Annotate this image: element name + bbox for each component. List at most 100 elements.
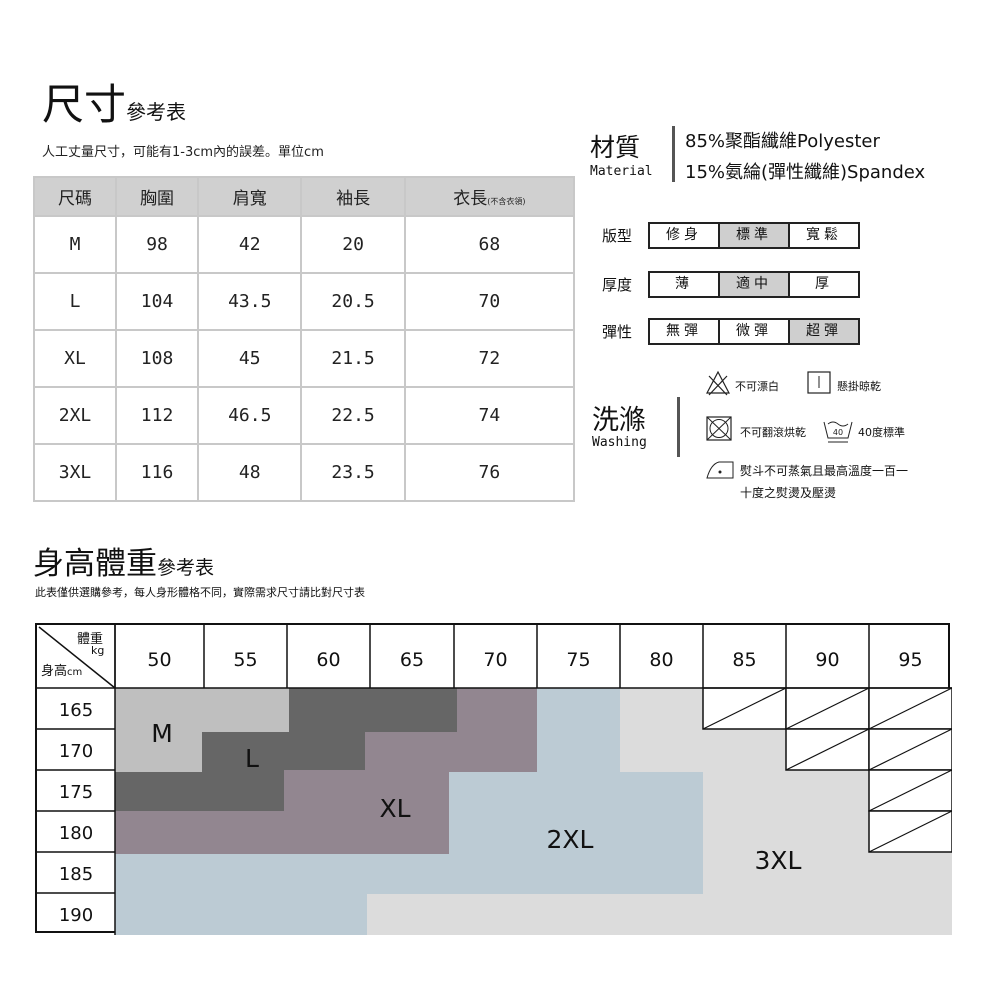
table-cell: 116 (115, 443, 200, 502)
iron-icon (706, 461, 734, 479)
table-cell: 22.5 (300, 386, 406, 445)
weight-label: 80 (649, 649, 673, 671)
table-row: 2XL 112 46.5 22.5 74 (32, 386, 576, 445)
size-table-header: 尺碼 胸圍 肩寬 袖長 衣長(不含衣領) (32, 176, 576, 217)
attribute-scale: 修身 標準 寬鬆 (648, 222, 860, 249)
hang-dry-label: 懸掛晾乾 (837, 380, 881, 393)
hatch-line (785, 687, 870, 730)
height-label: 175 (59, 782, 93, 803)
weight-label: 90 (815, 649, 839, 671)
table-cell: 20 (300, 215, 406, 274)
hatch-line (868, 728, 952, 771)
table-cell: XL (32, 329, 118, 388)
material-line-1: 85%聚酯纖維Polyester (685, 131, 880, 152)
weight-label: 50 (147, 649, 171, 671)
divider (677, 397, 680, 457)
table-cell: 72 (403, 329, 576, 388)
size-region-label: XL (379, 794, 410, 823)
table-row: L 104 43.5 20.5 70 (32, 272, 576, 331)
divider (672, 126, 675, 182)
no-tumble-dry-icon (706, 416, 732, 441)
height-weight-grid: 50 55 60 65 70 75 80 85 90 95 165 170 175 180 185 190 M L… (37, 625, 952, 935)
size-table: 尺碼 胸圍 肩寬 袖長 衣長(不含衣領) M 98 42 20 68 L 104 43.5 20… (32, 176, 576, 502)
no-bleach-label: 不可漂白 (735, 380, 779, 393)
size-region-label: L (245, 744, 259, 773)
attribute-option: 適中 (720, 273, 790, 296)
attribute-scale: 薄適中 厚 (648, 271, 860, 298)
table-cell: 70 (403, 272, 576, 331)
weight-label: 60 (316, 649, 340, 671)
table-cell: 21.5 (300, 329, 406, 388)
header-size: 尺碼 (32, 176, 118, 217)
wash-temp-label: 40度標準 (858, 426, 905, 439)
table-cell: 112 (115, 386, 200, 445)
material-title-en: Material (590, 164, 653, 179)
table-cell: 46.5 (197, 386, 303, 445)
washing-title: 洗滌 (592, 405, 646, 436)
region-l (115, 688, 457, 811)
table-row: 3XL 116 48 23.5 76 (32, 443, 576, 502)
table-cell: M (32, 215, 118, 274)
height-label: 170 (59, 741, 93, 762)
size-region-label: 2XL (547, 825, 594, 854)
weight-label: 70 (483, 649, 507, 671)
weight-label: 65 (400, 649, 424, 671)
hatch-line (785, 728, 870, 771)
table-cell: 43.5 (197, 272, 303, 331)
height-weight-table: 50 55 60 65 70 75 80 85 90 95 165 170 175 180 185 190 M L… (35, 623, 952, 935)
table-cell: L (32, 272, 118, 331)
attribute-option: 修身 (650, 224, 720, 247)
body-chart-note: 此表僅供選購參考，每人身形體格不同，實際需求尺寸請比對尺寸表 (35, 586, 365, 599)
material-title: 材質 (590, 133, 641, 162)
wash-40-icon: 40 (823, 421, 853, 443)
corner-weight-label: 體重 (77, 632, 104, 647)
corner-kg-label: kg (91, 644, 105, 657)
height-label: 165 (59, 700, 93, 721)
no-bleach-icon (706, 370, 730, 396)
table-cell: 104 (115, 272, 200, 331)
table-cell: 2XL (32, 386, 118, 445)
weight-label: 55 (233, 649, 257, 671)
attribute-option: 薄 (650, 273, 720, 296)
hatch-line (868, 769, 952, 812)
attribute-scale: 無彈 微彈 超彈 (648, 318, 860, 345)
table-cell: 68 (403, 215, 576, 274)
weight-label: 95 (898, 649, 922, 671)
table-cell: 20.5 (300, 272, 406, 331)
attribute-option: 寬鬆 (806, 227, 842, 243)
hatch-line (868, 810, 952, 853)
attribute-option: 標準 (720, 224, 790, 247)
iron-label: 熨斗不可蒸氣且最高溫度一百一 (740, 464, 909, 478)
header-shoulder: 肩寬 (197, 176, 303, 217)
weight-label: 85 (732, 649, 756, 671)
region-xl (115, 688, 537, 854)
table-cell: 42 (197, 215, 303, 274)
table-cell: 48 (197, 443, 303, 502)
table-cell: 76 (403, 443, 576, 502)
table-cell: 74 (403, 386, 576, 445)
attribute-option: 超彈 (790, 320, 858, 343)
height-label: 180 (59, 823, 93, 844)
size-region-label: M (151, 719, 173, 748)
hang-dry-icon (807, 371, 831, 394)
hatch-line (868, 687, 952, 730)
table-cell: 108 (115, 329, 200, 388)
table-row: XL 108 45 21.5 72 (32, 329, 576, 388)
attribute-label: 厚度 (602, 276, 633, 294)
table-cell: 98 (115, 215, 200, 274)
hatch-line (702, 687, 787, 730)
size-chart-title: 尺寸參考表 (42, 80, 187, 129)
height-label: 185 (59, 864, 93, 885)
table-cell: 45 (197, 329, 303, 388)
region-m (115, 688, 289, 772)
weight-label: 75 (566, 649, 590, 671)
header-sleeve: 袖長 (300, 176, 406, 217)
material-line-2: 15%氨綸(彈性纖維)Spandex (685, 162, 926, 183)
header-chest: 胸圍 (115, 176, 200, 217)
table-row: M 98 42 20 68 (32, 215, 576, 274)
height-label: 190 (59, 905, 93, 926)
size-chart-note: 人工丈量尺寸，可能有1-3cm內的誤差。單位cm (42, 145, 324, 160)
washing-title-en: Washing (592, 435, 647, 450)
region-2xl (115, 688, 703, 935)
attribute-label: 彈性 (602, 323, 633, 341)
